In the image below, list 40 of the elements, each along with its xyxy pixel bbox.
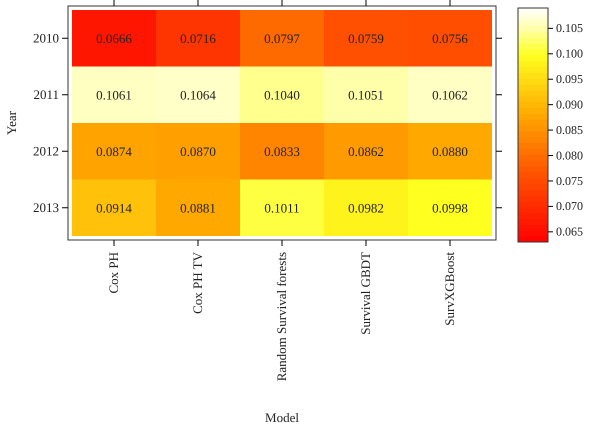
data-label: 0.0833 bbox=[264, 144, 300, 159]
y-tick-label: 2012 bbox=[33, 143, 59, 158]
data-label: 0.1051 bbox=[348, 87, 384, 102]
y-tick-label: 2010 bbox=[33, 30, 59, 46]
color-bar-label: 0.085 bbox=[556, 122, 583, 137]
data-label: 0.0982 bbox=[348, 200, 384, 216]
data-label: 0.0666 bbox=[96, 30, 132, 46]
data-label: 0.0914 bbox=[96, 200, 132, 216]
data-label: 0.0862 bbox=[348, 144, 384, 159]
color-bar-label: 0.075 bbox=[556, 174, 583, 188]
data-label: 0.0998 bbox=[432, 200, 468, 216]
color-bar-label: 0.105 bbox=[556, 21, 583, 36]
data-label: 0.1061 bbox=[96, 87, 132, 102]
color-bar-label: 0.090 bbox=[556, 97, 583, 112]
x-tick-label: Survival GBDT bbox=[358, 252, 373, 335]
data-label: 0.0880 bbox=[432, 144, 468, 159]
x-tick-label: Cox PH bbox=[106, 252, 121, 294]
y-axis-title: Year bbox=[4, 110, 19, 135]
color-bar-label: 0.080 bbox=[556, 148, 583, 162]
data-label: 0.1040 bbox=[264, 87, 300, 102]
data-label: 0.0874 bbox=[96, 144, 132, 159]
data-label: 0.0870 bbox=[180, 144, 216, 159]
data-label: 0.0759 bbox=[348, 30, 384, 46]
y-tick-label: 2013 bbox=[33, 200, 59, 215]
data-label: 0.0797 bbox=[264, 30, 300, 46]
color-bar-label: 0.065 bbox=[556, 224, 583, 239]
x-tick-label: Cox PH TV bbox=[190, 251, 205, 314]
data-label: 0.1062 bbox=[432, 87, 468, 102]
data-label: 0.1011 bbox=[264, 200, 300, 216]
data-label: 0.0716 bbox=[180, 30, 216, 46]
data-label: 0.0881 bbox=[180, 200, 216, 216]
y-tick-label: 2011 bbox=[33, 86, 59, 102]
color-bar-label: 0.100 bbox=[556, 46, 583, 61]
x-tick-label: Random Survival forests bbox=[274, 252, 289, 382]
color-bar-label: 0.095 bbox=[556, 72, 583, 86]
x-axis-title: Model bbox=[265, 410, 300, 425]
data-label: 0.1064 bbox=[180, 87, 216, 102]
data-label: 0.0756 bbox=[432, 30, 468, 46]
x-tick-label: SurvXGBoost bbox=[442, 252, 457, 326]
color-bar-label: 0.070 bbox=[556, 199, 583, 214]
